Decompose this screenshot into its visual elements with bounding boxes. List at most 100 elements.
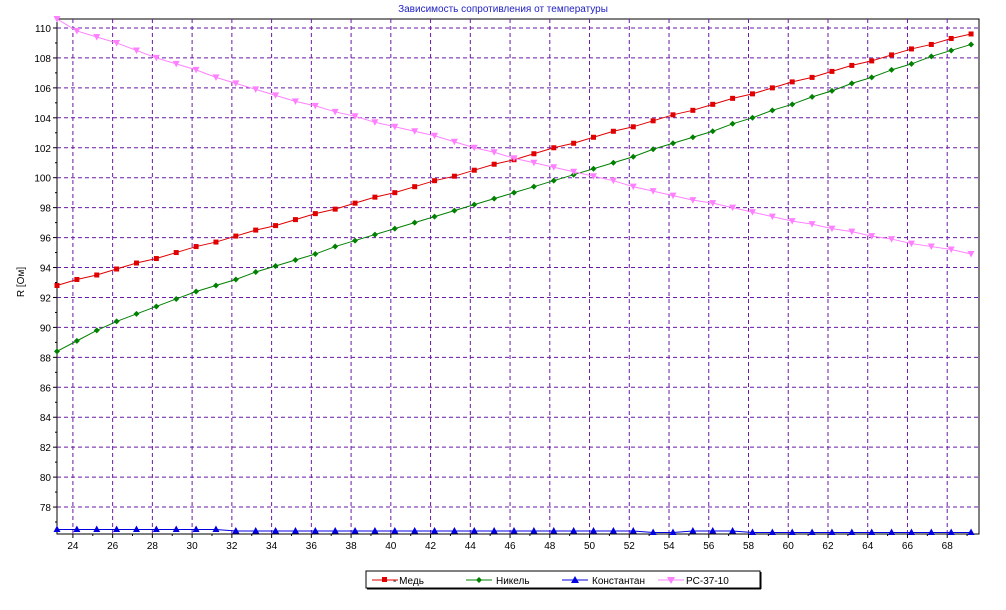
data-point [729, 204, 737, 212]
data-point [411, 219, 418, 226]
data-point [907, 528, 915, 536]
data-point [113, 39, 121, 47]
data-point [93, 33, 101, 41]
y-tick-label: 106 [34, 84, 51, 95]
data-point [252, 86, 260, 93]
legend-item-pc-37-10: PC-37-10 [658, 576, 729, 587]
data-point [550, 164, 558, 171]
data-point [392, 190, 398, 196]
data-point [311, 102, 319, 110]
y-axis-label: R [Ом] [16, 267, 27, 297]
data-point [212, 74, 220, 81]
data-point [749, 114, 756, 121]
data-point [530, 183, 537, 190]
data-point [828, 528, 836, 536]
data-point [233, 233, 239, 239]
data-point [490, 527, 498, 534]
square-marker-icon [382, 577, 387, 582]
data-point [232, 276, 239, 283]
data-point [470, 144, 478, 152]
series-1 [54, 41, 975, 355]
data-point [710, 101, 716, 107]
data-point [669, 140, 676, 147]
data-point [212, 282, 219, 289]
data-point [768, 528, 776, 536]
data-point [153, 256, 159, 262]
data-point [73, 27, 81, 35]
data-point [510, 155, 518, 162]
series-2 [53, 525, 975, 536]
data-point [968, 41, 975, 48]
x-tick-label: 30 [187, 541, 199, 552]
y-tick-label: 110 [35, 24, 51, 35]
y-tick-label: 104 [34, 114, 51, 125]
data-point [788, 218, 796, 225]
data-point [450, 138, 458, 146]
data-point [470, 527, 478, 534]
data-point [729, 120, 736, 127]
x-tick-label: 32 [226, 541, 238, 552]
data-point [649, 188, 657, 195]
data-point [531, 151, 537, 157]
data-point [809, 74, 815, 80]
data-point [510, 527, 518, 534]
data-point [351, 113, 359, 120]
data-point [273, 223, 279, 229]
data-point [511, 189, 518, 196]
data-point [113, 318, 120, 325]
y-tick-label: 96 [40, 234, 52, 245]
x-tick-label: 52 [624, 541, 636, 552]
data-point [907, 240, 915, 248]
data-point [272, 527, 280, 534]
data-point [192, 66, 200, 74]
legend-label-pc-37-10: PC-37-10 [686, 576, 729, 587]
x-tick-label: 54 [663, 541, 675, 552]
data-point [351, 527, 359, 534]
data-point [629, 527, 637, 534]
data-point [530, 159, 538, 167]
data-point [53, 525, 61, 533]
data-point [471, 201, 478, 208]
legend-item-constantan: Константан [562, 576, 645, 587]
data-point [591, 134, 597, 140]
x-tick-label: 62 [822, 541, 834, 552]
data-point [352, 200, 358, 206]
data-point [848, 80, 855, 87]
data-point [73, 337, 80, 344]
data-point [332, 243, 339, 250]
data-point [868, 528, 876, 536]
data-point [709, 527, 717, 534]
x-tick-label: 64 [862, 541, 874, 552]
data-point [311, 527, 319, 534]
data-point [669, 192, 677, 200]
data-point [431, 213, 438, 220]
data-point [888, 66, 895, 73]
data-point [650, 146, 657, 153]
x-tick-label: 50 [584, 541, 596, 552]
data-point [292, 217, 298, 223]
y-tick-label: 90 [40, 323, 52, 334]
legend-label-nickel: Никель [496, 576, 530, 587]
data-point [371, 231, 378, 238]
x-tick-label: 44 [465, 541, 477, 552]
data-point [312, 251, 319, 258]
data-point [450, 527, 458, 534]
x-tick-label: 34 [266, 541, 278, 552]
data-point [590, 165, 597, 172]
y-tick-label: 84 [40, 413, 52, 424]
data-point [709, 128, 716, 135]
data-point [689, 527, 697, 534]
data-point [730, 95, 736, 101]
legend-label-copper: - Медь [393, 576, 424, 587]
data-point [153, 303, 160, 310]
series-group [53, 16, 975, 536]
data-point [788, 528, 796, 536]
plot-area [56, 18, 980, 535]
data-point [213, 239, 219, 245]
data-point [868, 233, 876, 240]
data-point [291, 98, 299, 105]
data-point [192, 525, 200, 533]
data-point [848, 528, 856, 536]
data-point [551, 145, 557, 151]
